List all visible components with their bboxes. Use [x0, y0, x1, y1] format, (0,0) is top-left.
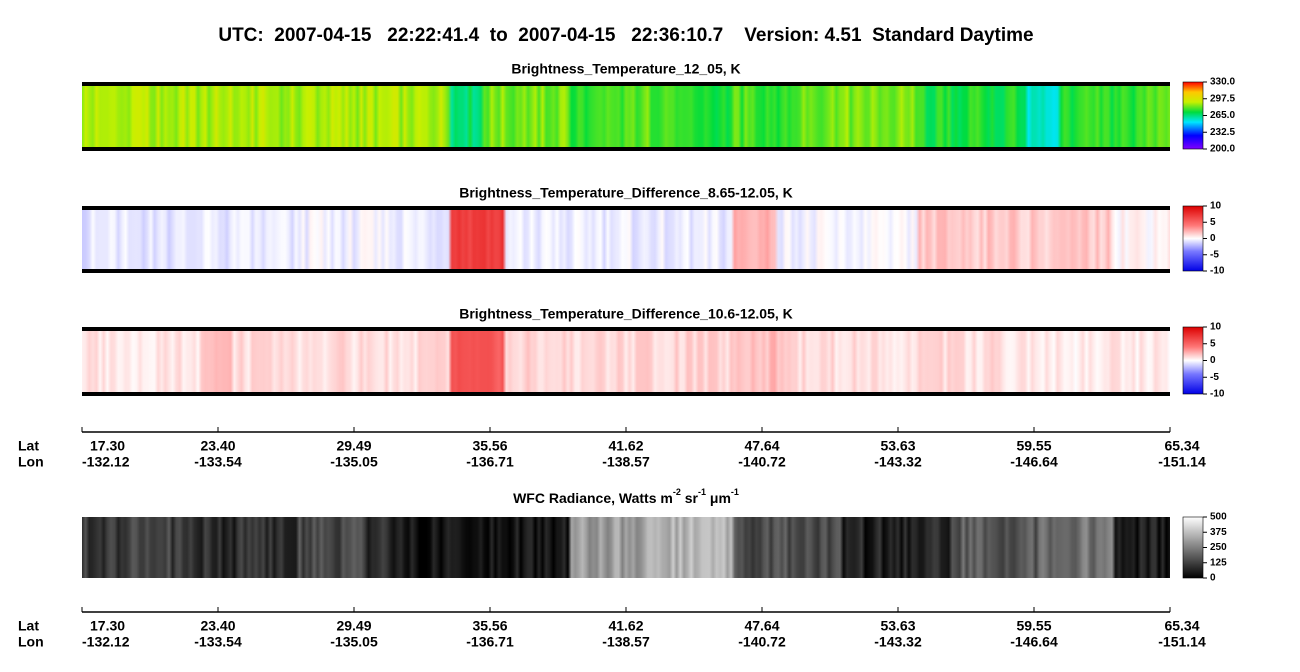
colorbar-tick-label: -5: [1210, 249, 1219, 260]
lat-label: 59.55: [1016, 618, 1051, 634]
lon-label: -151.14: [1158, 454, 1206, 470]
colorbar-tick-label: 0: [1210, 573, 1216, 584]
lon-label: -143.32: [874, 634, 922, 650]
swath-image: [82, 517, 1170, 578]
lat-label: 47.64: [744, 618, 779, 634]
colorbar: [1182, 205, 1204, 272]
lat-label: 35.56: [472, 438, 507, 454]
axis-label: Lon: [18, 634, 44, 650]
lon-label: -133.54: [194, 454, 242, 470]
lon-label: -146.64: [1010, 454, 1058, 470]
lat-label: 65.34: [1164, 618, 1199, 634]
lon-label: -151.14: [1158, 634, 1206, 650]
lat-label: 47.64: [744, 438, 779, 454]
colorbar-tick-label: -10: [1210, 389, 1225, 400]
lat-label: 53.63: [880, 618, 915, 634]
colorbar: [1182, 81, 1204, 150]
colorbar-tick-label: 10: [1210, 201, 1222, 212]
colorbar-tick-label: 10: [1210, 322, 1222, 333]
title-part: -1: [731, 487, 739, 497]
title-part: sr: [681, 490, 699, 506]
colorbar-tick-label: -10: [1210, 266, 1225, 277]
colorbar-tick-label: 0: [1210, 233, 1216, 244]
swath-edge: [82, 269, 1170, 273]
title-part: -2: [673, 487, 681, 497]
lon-label: -132.12: [82, 634, 130, 650]
lon-label: -143.32: [874, 454, 922, 470]
lat-label: 41.62: [608, 438, 643, 454]
title-part: -1: [698, 487, 706, 497]
colorbar-tick-label: 5: [1210, 338, 1216, 349]
colorbar-tick-label: 297.5: [1210, 93, 1235, 104]
lat-label: 23.40: [200, 438, 235, 454]
panel-title: WFC Radiance, Watts m-2 sr-1 μm-1: [513, 487, 739, 505]
swath-image: [82, 207, 1170, 272]
swath-image: [82, 83, 1170, 150]
colorbar-tick-label: 500: [1210, 512, 1227, 523]
lon-label: -135.05: [330, 634, 378, 650]
lon-label: -136.71: [466, 634, 514, 650]
lon-label: -146.64: [1010, 634, 1058, 650]
colorbar-tick-label: 250: [1210, 542, 1227, 553]
lon-label: -135.05: [330, 454, 378, 470]
colorbar-tick-label: 125: [1210, 557, 1227, 568]
panel-title: Brightness_Temperature_Difference_10.6-1…: [459, 306, 793, 322]
lon-label: -138.57: [602, 634, 650, 650]
page-title: UTC: 2007-04-15 22:22:41.4 to 2007-04-15…: [218, 25, 1033, 46]
colorbar-tick-label: -5: [1210, 372, 1219, 383]
swath-edge: [82, 206, 1170, 210]
lat-label: 17.30: [90, 618, 125, 634]
swath-edge: [82, 82, 1170, 86]
lat-label: 41.62: [608, 618, 643, 634]
colorbar-tick-label: 265.0: [1210, 110, 1235, 121]
lat-label: 29.49: [336, 618, 371, 634]
swath-edge: [82, 327, 1170, 331]
swath-image: [82, 328, 1170, 395]
swath-edge: [82, 392, 1170, 396]
lon-label: -140.72: [738, 454, 786, 470]
panel-title: Brightness_Temperature_12_05, K: [511, 61, 740, 77]
lon-label: -138.57: [602, 454, 650, 470]
lat-label: 59.55: [1016, 438, 1051, 454]
lon-label: -132.12: [82, 454, 130, 470]
panel-title: Brightness_Temperature_Difference_8.65-1…: [459, 185, 793, 201]
lon-label: -133.54: [194, 634, 242, 650]
colorbar-tick-label: 200.0: [1210, 144, 1235, 155]
colorbar: [1182, 326, 1204, 395]
lon-label: -136.71: [466, 454, 514, 470]
lat-label: 65.34: [1164, 438, 1199, 454]
colorbar-tick-label: 0: [1210, 355, 1216, 366]
colorbar-tick-label: 5: [1210, 217, 1216, 228]
lat-label: 23.40: [200, 618, 235, 634]
lon-label: -140.72: [738, 634, 786, 650]
lat-label: 29.49: [336, 438, 371, 454]
colorbar: [1182, 516, 1204, 579]
lat-label: 53.63: [880, 438, 915, 454]
title-part: WFC Radiance, Watts m: [513, 490, 673, 506]
colorbar-tick-label: 375: [1210, 527, 1227, 538]
axis-label: Lat: [18, 438, 39, 454]
colorbar-tick-label: 232.5: [1210, 127, 1235, 138]
swath-edge: [82, 147, 1170, 151]
lat-label: 35.56: [472, 618, 507, 634]
title-part: μm: [706, 490, 731, 506]
lat-label: 17.30: [90, 438, 125, 454]
axis-label: Lon: [18, 454, 44, 470]
colorbar-tick-label: 330.0: [1210, 77, 1235, 88]
axis-label: Lat: [18, 618, 39, 634]
